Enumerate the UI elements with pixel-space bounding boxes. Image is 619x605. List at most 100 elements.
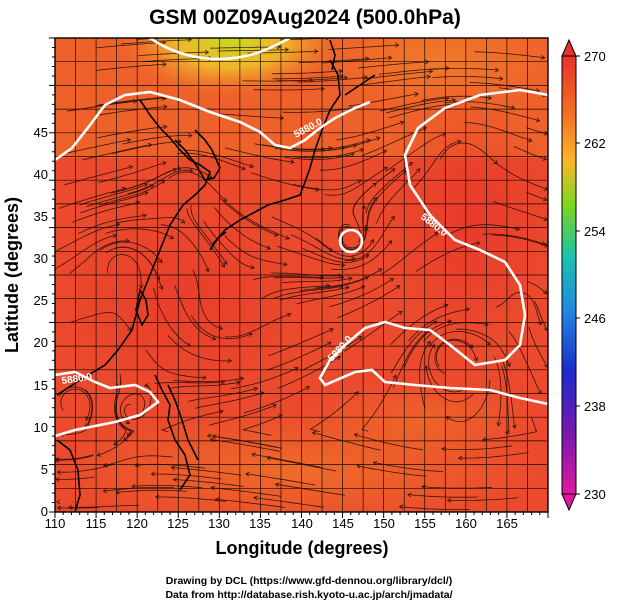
streamline-arrow (253, 386, 259, 392)
streamline (390, 304, 448, 345)
streamline (379, 97, 449, 112)
streamline-arrow (160, 180, 166, 185)
colorbar-top-arrow (561, 38, 577, 57)
streamline (116, 489, 187, 493)
streamline (161, 224, 209, 272)
streamline-arrow (373, 196, 378, 202)
streamline (319, 150, 387, 171)
streamline (224, 235, 287, 265)
streamline (122, 135, 192, 145)
streamline-arrow (239, 376, 245, 382)
streamline-arrow (351, 256, 357, 262)
streamline (367, 169, 407, 226)
streamline (365, 162, 413, 214)
colorbar-label: 270 (584, 49, 606, 64)
streamline (450, 224, 520, 234)
streamline (482, 233, 546, 245)
streamline-arrow (163, 104, 168, 110)
streamline (296, 285, 365, 305)
streamline-arrow (540, 54, 546, 60)
streamline-arrow (125, 419, 131, 425)
streamline (57, 463, 115, 473)
streamline-arrow (210, 485, 215, 491)
streamline-arrow (527, 137, 533, 143)
streamline (219, 196, 278, 237)
streamline-arrow (128, 165, 134, 170)
streamline-arrow (394, 42, 400, 48)
coast-philippines (154, 374, 191, 491)
streamline-arrow (375, 136, 381, 141)
y-axis-title: Latitude (degrees) (2, 197, 22, 353)
streamline (253, 88, 325, 91)
streamline (419, 341, 431, 409)
streamline-arrow (319, 274, 325, 280)
streamline-arrow (172, 167, 178, 173)
streamline-arrow (340, 275, 345, 280)
streamline (120, 393, 146, 424)
streamline-arrow (219, 409, 224, 414)
y-tick-label: 25 (34, 293, 48, 308)
streamline-arrow (465, 307, 471, 312)
streamline (58, 187, 126, 209)
streamline-arrow (115, 222, 121, 228)
streamline (501, 365, 510, 433)
streamline-arrow (544, 242, 548, 248)
streamline-arrow (56, 499, 61, 505)
streamline (97, 126, 167, 139)
coast-taiwan (135, 287, 149, 327)
streamline (110, 168, 177, 194)
streamline (72, 201, 140, 223)
streamline (174, 285, 216, 340)
x-tick-label: 125 (167, 516, 189, 531)
streamline (324, 166, 388, 196)
coast-indochina (56, 439, 81, 512)
streamline (250, 172, 320, 191)
colorbar-label: 262 (584, 136, 606, 151)
streamline (151, 473, 222, 480)
contour-label: 5880.0 (61, 372, 93, 387)
streamline-arrow (266, 455, 271, 461)
streamline-arrow (387, 240, 393, 245)
colorbar-label: 238 (584, 399, 606, 414)
streamline (103, 486, 174, 492)
streamline-arrow (369, 238, 374, 244)
streamline (195, 392, 264, 409)
streamline-arrow (309, 77, 314, 83)
streamline (261, 144, 332, 150)
streamline (82, 144, 152, 161)
streamline-arrow (180, 219, 186, 224)
streamline (190, 315, 253, 340)
streamline-arrow (251, 452, 256, 458)
streamline-arrow (541, 241, 547, 246)
streamline (171, 467, 242, 476)
streamline (251, 453, 322, 468)
streamline-arrow (445, 416, 451, 421)
streamline-arrow (169, 234, 174, 240)
streamline (470, 106, 540, 122)
axis-ticks (49, 37, 549, 518)
streamline (458, 452, 529, 459)
streamline (421, 95, 492, 101)
x-tick-label: 145 (332, 516, 354, 531)
streamline (403, 320, 452, 369)
streamline (283, 107, 354, 113)
streamline-arrow (55, 477, 60, 482)
streamline (434, 338, 474, 374)
streamline-arrow (285, 235, 290, 240)
streamline (432, 76, 503, 80)
streamline-arrow (535, 117, 541, 123)
streamline (177, 152, 246, 170)
y-tick-label: 40 (34, 167, 48, 182)
streamline-arrow (245, 471, 250, 477)
coast-sakhalin (329, 39, 336, 71)
streamline-arrow (204, 49, 210, 55)
streamline (173, 377, 244, 383)
streamline-arrow (542, 196, 548, 202)
streamline-arrow (387, 55, 393, 61)
streamline (311, 137, 380, 152)
streamline-arrow (131, 483, 136, 489)
streamline (445, 380, 491, 423)
streamline (361, 375, 397, 432)
streamline-arrow (493, 159, 498, 165)
streamline (68, 504, 140, 508)
